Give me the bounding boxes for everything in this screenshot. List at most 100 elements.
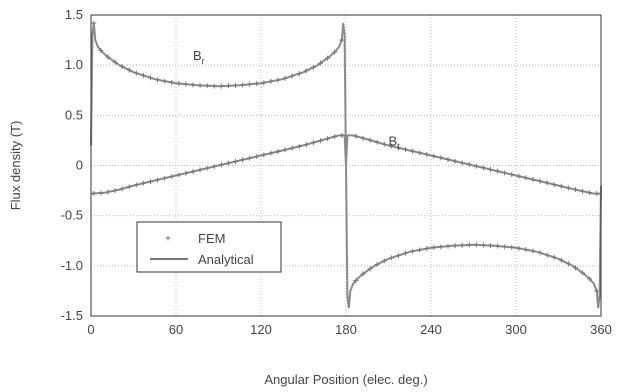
fem-marker (240, 157, 246, 163)
fem-marker (211, 164, 217, 170)
y-tick-label: 0 (76, 158, 83, 173)
fem-marker (530, 248, 536, 254)
fem-marker (91, 190, 97, 196)
y-tick-label: 1.5 (65, 7, 83, 22)
fem-marker (240, 82, 246, 88)
fem-marker (282, 75, 288, 81)
analytical-curve-bt (90, 134, 601, 195)
fem-marker (459, 160, 465, 166)
legend-box (136, 221, 282, 273)
fem-marker (233, 158, 238, 164)
fem-marker (395, 145, 401, 151)
fem-marker (310, 64, 316, 70)
y-tick-label: -0.5 (61, 208, 83, 223)
fem-marker (367, 266, 373, 272)
plot-frame (90, 14, 602, 317)
fem-marker (140, 72, 146, 78)
fem-marker (98, 190, 104, 196)
fem-marker (303, 142, 309, 148)
fem-marker (374, 261, 380, 267)
fem-marker (374, 139, 380, 145)
fem-marker (495, 168, 501, 174)
fem-marker (381, 258, 387, 264)
fem-marker (516, 173, 522, 179)
fem-marker (580, 188, 586, 194)
fem-marker (254, 81, 260, 87)
x-tick-label: 300 (505, 322, 527, 337)
y-tick-label: 1.0 (65, 57, 83, 72)
fem-marker (296, 143, 302, 149)
fem-points-br (91, 20, 600, 294)
fem-marker (558, 257, 564, 263)
fem-marker (537, 250, 543, 256)
fem-marker (410, 248, 416, 254)
fem-marker (516, 245, 522, 251)
x-tick-label: 180 (335, 322, 357, 337)
fem-marker (438, 155, 444, 161)
fem-marker (261, 152, 267, 158)
fem-marker (119, 64, 125, 70)
fem-marker (140, 180, 146, 186)
fem-marker (565, 185, 571, 191)
fem-marker (197, 167, 203, 173)
fem-marker (573, 187, 578, 193)
fem-marker (587, 190, 593, 196)
fem-marker (105, 54, 111, 60)
fem-marker (530, 177, 536, 183)
fem-marker (388, 255, 394, 261)
fem-marker (509, 244, 515, 250)
fem-marker (112, 59, 118, 65)
fem-marker (459, 242, 465, 248)
fem-marker (417, 150, 423, 156)
fem-marker (332, 134, 338, 140)
fem-marker (275, 148, 281, 154)
fem-marker (176, 172, 182, 178)
fem-marker (594, 191, 600, 197)
fem-marker (296, 71, 302, 77)
fem-marker (183, 170, 189, 176)
fem-marker (289, 145, 295, 151)
fem-marker (204, 165, 210, 171)
fem-marker (381, 141, 387, 147)
fem-marker (360, 135, 366, 141)
fem-marker (424, 246, 430, 252)
fem-marker (480, 242, 486, 248)
fem-marker (155, 177, 161, 183)
fem-marker (466, 242, 472, 248)
fem-marker (445, 156, 451, 162)
fem-marker (431, 245, 437, 251)
x-tick-label: 120 (250, 322, 272, 337)
fem-marker (247, 81, 253, 87)
fem-marker (98, 47, 104, 53)
fem-marker (466, 161, 472, 167)
fem-marker (91, 20, 97, 26)
fem-marker (388, 143, 394, 149)
y-tick-label: 0.5 (65, 107, 83, 122)
fem-marker (254, 153, 260, 159)
fem-marker (403, 250, 408, 256)
fem-marker (502, 244, 508, 250)
fem-marker (594, 288, 600, 294)
fem-marker (133, 70, 139, 76)
fem-marker (417, 247, 423, 253)
fem-marker (480, 165, 486, 171)
fem-marker (133, 182, 139, 188)
fem-marker (126, 67, 132, 73)
fem-marker (325, 55, 331, 61)
curve-annotation: Bt (389, 133, 401, 151)
legend: FEM Analytical (136, 221, 282, 273)
fem-marker (339, 132, 345, 138)
fem-marker (587, 276, 593, 282)
fem-marker (218, 83, 224, 89)
fem-marker (580, 270, 586, 276)
fem-marker (162, 78, 168, 84)
tick-labels: 0 60 120 180 240 300 360 -1.5 -1.0 -0.5 0 0.5 1.0 1.5 (61, 7, 612, 337)
fem-marker (551, 254, 557, 260)
fem-marker (247, 155, 253, 161)
fem-marker (403, 146, 408, 152)
y-axis-title: Flux density (T) (8, 121, 23, 211)
fem-marker (105, 189, 111, 195)
fem-marker (169, 174, 175, 180)
x-tick-label: 240 (420, 322, 442, 337)
curve-annotation: Br (193, 48, 205, 66)
